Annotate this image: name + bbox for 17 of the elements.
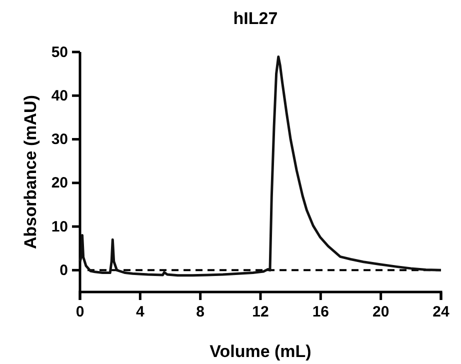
x-tick-label: 16 bbox=[312, 304, 330, 321]
x-tick-label: 0 bbox=[76, 304, 84, 321]
line-series bbox=[78, 56, 442, 277]
y-tick-label: 40 bbox=[51, 87, 68, 104]
y-tick-label: 0 bbox=[60, 262, 68, 279]
y-tick-label: 30 bbox=[51, 131, 68, 148]
x-axis-title: Volume (mL) bbox=[210, 342, 312, 361]
x-tick-label: 8 bbox=[196, 304, 205, 321]
x-tick-label: 20 bbox=[372, 304, 390, 321]
y-tick-label: 20 bbox=[51, 174, 68, 192]
y-axis-title: Absorbance (mAU) bbox=[21, 95, 40, 249]
y-tick-label: 50 bbox=[51, 44, 68, 61]
x-tick-label: 24 bbox=[432, 304, 450, 321]
x-tick-label: 12 bbox=[252, 304, 269, 321]
chart-title: hIL27 bbox=[233, 9, 278, 28]
y-tick-label: 10 bbox=[51, 218, 68, 236]
x-tick-label: 4 bbox=[136, 304, 145, 321]
